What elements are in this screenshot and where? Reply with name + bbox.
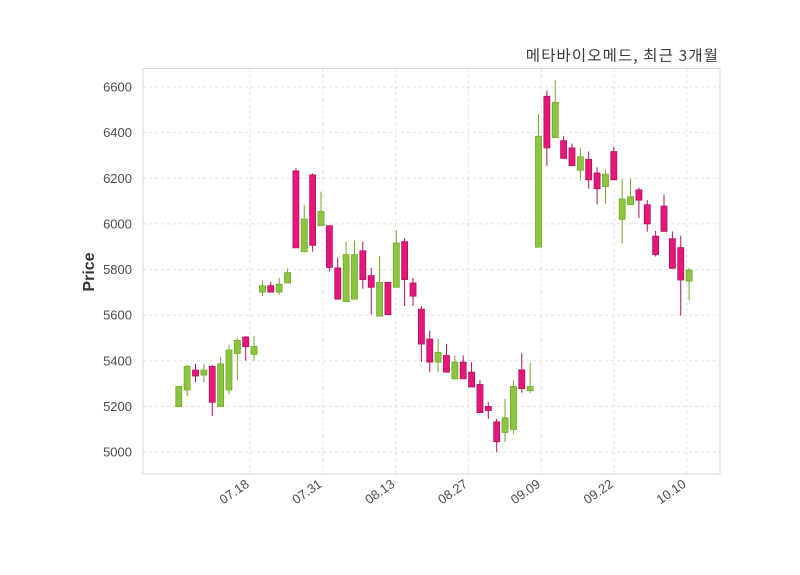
- svg-text:5600: 5600: [103, 308, 132, 323]
- svg-text:5200: 5200: [103, 399, 132, 414]
- svg-text:07.31: 07.31: [289, 476, 324, 507]
- svg-text:09.09: 09.09: [508, 476, 543, 507]
- svg-text:5800: 5800: [103, 262, 132, 277]
- svg-text:08.27: 08.27: [435, 476, 470, 507]
- svg-text:5400: 5400: [103, 353, 132, 368]
- svg-text:6600: 6600: [103, 80, 132, 95]
- svg-text:08.13: 08.13: [362, 476, 397, 507]
- svg-text:6400: 6400: [103, 125, 132, 140]
- svg-text:09.22: 09.22: [581, 476, 616, 507]
- svg-text:10.10: 10.10: [653, 476, 688, 507]
- svg-text:07.18: 07.18: [216, 476, 251, 507]
- svg-text:6200: 6200: [103, 171, 132, 186]
- svg-text:5000: 5000: [103, 445, 132, 460]
- svg-text:6000: 6000: [103, 216, 132, 231]
- svg-text:Price: Price: [81, 252, 98, 291]
